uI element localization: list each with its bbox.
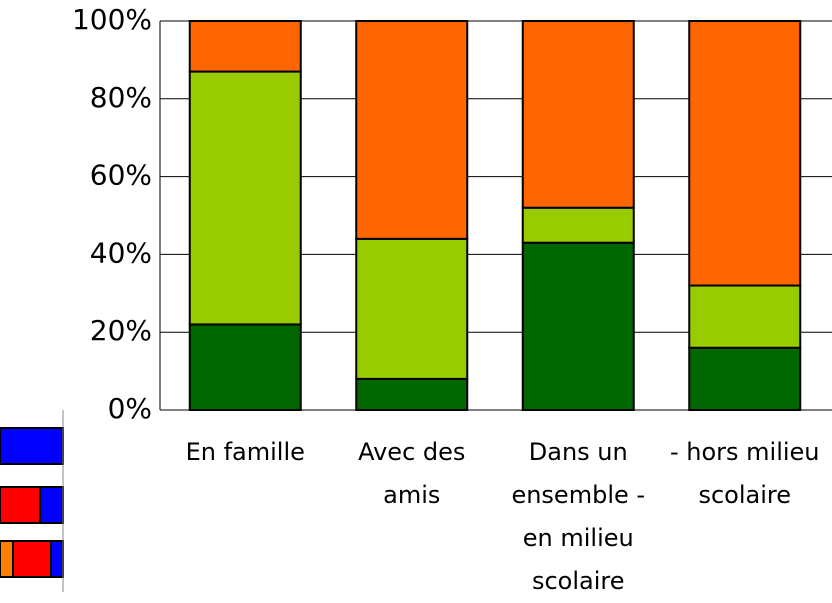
bar-segment xyxy=(355,377,469,412)
bar-segment xyxy=(688,346,802,412)
fragment-bar xyxy=(0,540,14,578)
bar-segment xyxy=(521,206,635,244)
y-tick-label: 20% xyxy=(90,314,152,347)
fragment-bar xyxy=(0,486,41,524)
bar-segment xyxy=(188,323,302,412)
cropped-chart-fragment xyxy=(0,410,64,592)
fragment-bar xyxy=(50,540,64,578)
fragment-bar xyxy=(0,427,64,465)
bar-segment xyxy=(521,241,635,411)
fragment-bar xyxy=(12,540,52,578)
x-tick-label: Dans un ensemble - en milieu scolaire xyxy=(511,438,646,595)
bar-segment xyxy=(688,20,802,287)
y-tick-label: 0% xyxy=(108,392,152,425)
y-tick-label: 80% xyxy=(90,81,152,114)
bar-segment xyxy=(521,20,635,209)
x-tick-label: Avec des amis xyxy=(358,438,466,509)
bar-segment xyxy=(188,20,302,73)
y-tick-label: 100% xyxy=(72,3,152,36)
bar-segment xyxy=(355,20,469,240)
y-tick-label: 60% xyxy=(90,159,152,192)
fragment-bar xyxy=(39,486,64,524)
bar-segment xyxy=(188,70,302,326)
bar-segment xyxy=(355,237,469,380)
x-tick-label: En famille xyxy=(185,438,305,466)
y-tick-label: 40% xyxy=(90,236,152,269)
x-tick-label: - hors milieu scolaire xyxy=(669,438,820,509)
bar-segment xyxy=(688,284,802,349)
